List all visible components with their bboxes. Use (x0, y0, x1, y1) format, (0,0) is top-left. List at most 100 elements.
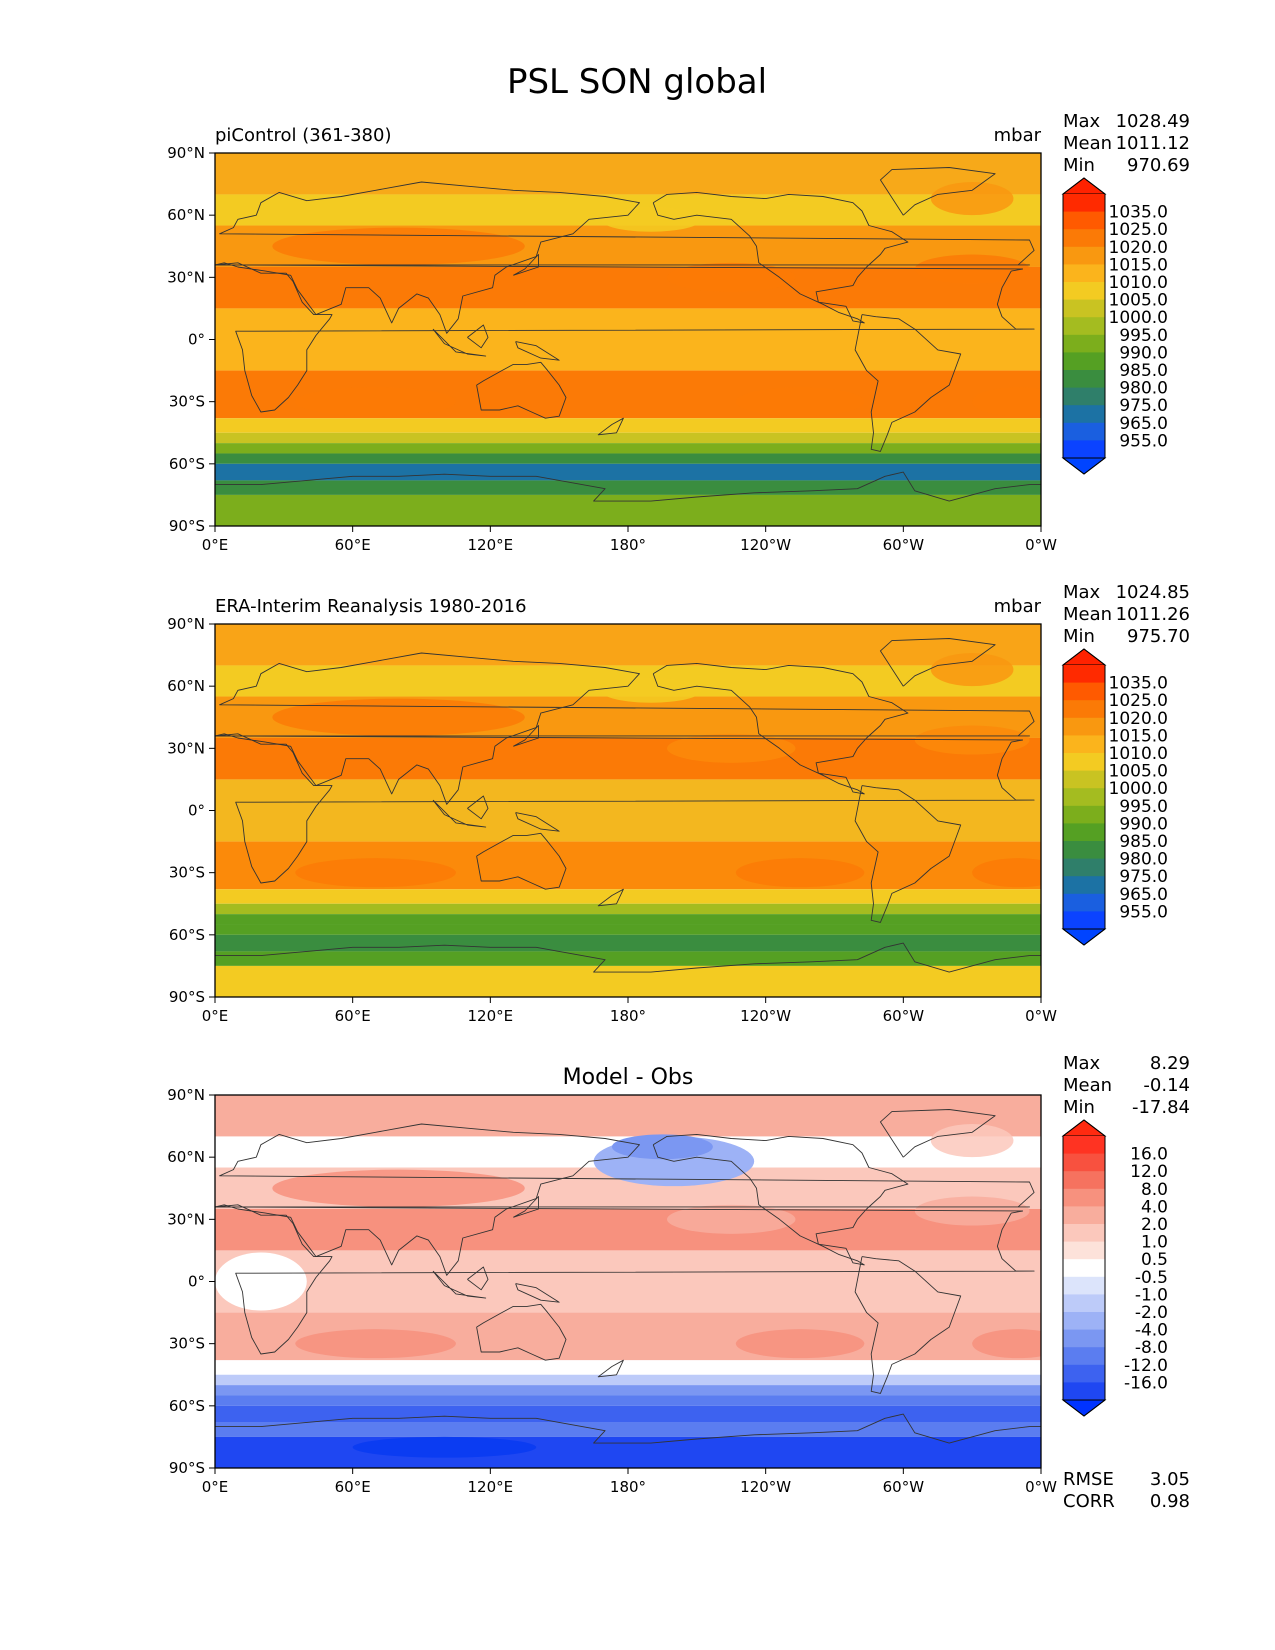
field-cell (600, 206, 702, 232)
colorbar-label: 1000.0 (1109, 308, 1168, 328)
stat-value: -17.84 (1132, 1097, 1190, 1118)
field-band (215, 418, 1041, 433)
field-band (215, 924, 1041, 935)
field-band (215, 266, 1041, 309)
footer-stat-value: 0.98 (1150, 1491, 1190, 1512)
colorbar-label: 955.0 (1119, 902, 1168, 922)
lon-tick-label: 120°E (468, 536, 514, 554)
lat-tick-label: 60°S (169, 455, 205, 473)
coastline (215, 1204, 1035, 1355)
colorbar-label: 8.0 (1141, 1180, 1168, 1200)
colorbar-label: 975.0 (1119, 396, 1168, 416)
coastline (652, 191, 909, 324)
colorbar-swatch (1063, 841, 1105, 860)
lon-tick-label: 120°E (468, 1007, 514, 1025)
colorbar-label: 1035.0 (1109, 674, 1168, 694)
lat-tick-label: 0° (188, 331, 205, 349)
coastline (476, 1303, 567, 1361)
colorbar-swatch (1063, 1224, 1105, 1243)
coastline (652, 662, 909, 795)
field-cell (972, 387, 1041, 417)
panel-obs: ERA-Interim Reanalysis 1980-2016 mbar 90°N… (167, 582, 1190, 1025)
coastline (879, 167, 996, 216)
colorbar-swatch (1063, 876, 1105, 895)
colorbar-label: 1005.0 (1109, 291, 1168, 311)
field-cell (352, 1436, 537, 1458)
lat-tick-label: 30°N (167, 1210, 205, 1228)
stat-label: Min (1063, 626, 1095, 647)
colorbar: 16.012.08.04.02.01.00.5-0.5-1.0-2.0-4.0-… (1061, 1119, 1168, 1417)
colorbar-outline (1062, 177, 1106, 475)
colorbar-label: -2.0 (1135, 1303, 1168, 1323)
lon-tick-label: 0°E (202, 536, 229, 554)
colorbar-label: 2.0 (1141, 1215, 1168, 1235)
stat-label: Mean (1063, 133, 1112, 154)
colorbar-swatch (1063, 422, 1105, 441)
colorbar-label: 1015.0 (1109, 726, 1168, 746)
lon-tick-label: 0°W (1025, 536, 1057, 554)
lon-tick-label: 180° (610, 1007, 646, 1025)
stat-label: Max (1063, 582, 1101, 603)
colorbar-label: -16.0 (1124, 1373, 1168, 1393)
field-cell (667, 262, 796, 292)
colorbar-swatch (1063, 1153, 1105, 1172)
stat-label: Mean (1063, 604, 1112, 625)
field-cell (667, 733, 796, 763)
colorbar-swatch (1063, 246, 1105, 265)
map-model (215, 153, 1041, 526)
lat-tick-label: 60°S (169, 926, 205, 944)
colorbar-label: 965.0 (1119, 885, 1168, 905)
lat-tick-label: 60°N (167, 1148, 205, 1166)
lon-tick-label: 120°W (740, 1478, 791, 1496)
lon-tick-label: 120°W (740, 536, 791, 554)
coastline (467, 1266, 489, 1291)
colorbar-label: 985.0 (1119, 832, 1168, 852)
coastline (854, 785, 962, 923)
colorbar-swatch (1063, 1382, 1105, 1401)
lon-tick-label: 60°W (883, 1007, 925, 1025)
colorbar-under-arrow (1061, 928, 1107, 946)
lat-tick-label: 30°N (167, 268, 205, 286)
colorbar-label: 995.0 (1119, 797, 1168, 817)
colorbar: 1035.01025.01020.01015.01010.01005.01000… (1061, 648, 1168, 946)
lat-tick-label: 90°N (167, 615, 205, 633)
field-cell (295, 387, 456, 417)
colorbar-swatch (1063, 1241, 1105, 1260)
lon-tick-label: 60°E (335, 1007, 371, 1025)
lon-tick-label: 60°W (883, 1478, 925, 1496)
coastline (879, 638, 996, 687)
colorbar-swatch (1063, 1312, 1105, 1331)
field-cell (215, 1252, 307, 1311)
colorbar-label: 0.5 (1141, 1250, 1168, 1270)
stat-value: 1011.26 (1116, 604, 1190, 625)
coastline (215, 1413, 1041, 1444)
coastline (215, 1123, 1035, 1276)
colorbar-swatch (1063, 735, 1105, 754)
colorbar-label: -8.0 (1135, 1338, 1168, 1358)
colorbar-swatch (1063, 1364, 1105, 1383)
field-band (215, 494, 1041, 526)
colorbar-swatch (1063, 282, 1105, 301)
colorbar-label: 1005.0 (1109, 762, 1168, 782)
field-band (215, 1422, 1041, 1437)
colorbar: 1035.01025.01020.01015.01010.01005.01000… (1061, 177, 1168, 475)
colorbar-label: 980.0 (1119, 850, 1168, 870)
colorbar-swatch (1063, 352, 1105, 371)
colorbar-swatch (1063, 700, 1105, 719)
coastline (215, 471, 1041, 502)
coastline (879, 1109, 996, 1158)
field-band (215, 965, 1041, 997)
colorbar-swatch (1063, 194, 1105, 213)
colorbar-swatch (1063, 717, 1105, 736)
colorbar-label: 1025.0 (1109, 220, 1168, 240)
colorbar-swatch (1063, 1329, 1105, 1348)
field-cell (272, 1169, 525, 1207)
colorbar-label: 1000.0 (1109, 779, 1168, 799)
field-cell (735, 1329, 865, 1359)
stat-value: 1028.49 (1116, 111, 1190, 132)
field-band (215, 1095, 1041, 1137)
colorbar-label: 1010.0 (1109, 744, 1168, 764)
stat-value: 1024.85 (1116, 582, 1190, 603)
colorbar-label: 955.0 (1119, 431, 1168, 451)
field-band (215, 1374, 1041, 1386)
